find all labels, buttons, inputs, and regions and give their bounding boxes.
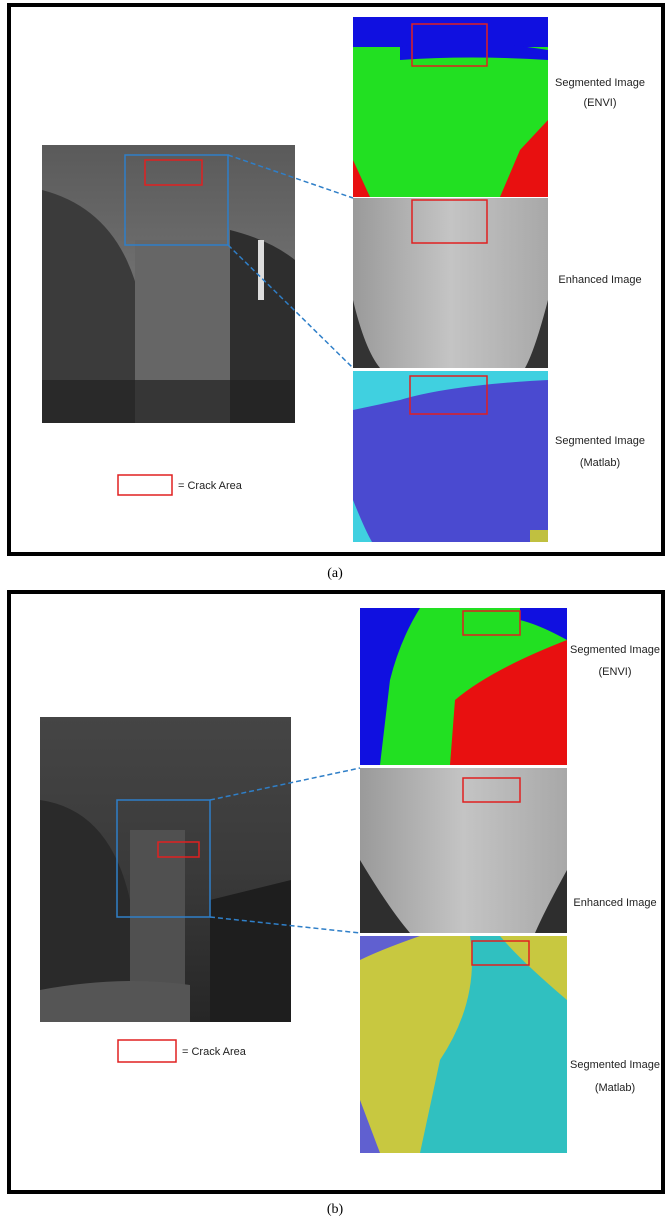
- legend-box: [117, 1039, 177, 1063]
- photo: [42, 145, 295, 423]
- image-label: Enhanced Image: [573, 897, 656, 909]
- image-label: (Matlab): [595, 1082, 635, 1094]
- image-label: (Matlab): [580, 457, 620, 469]
- crack-box: [411, 23, 488, 67]
- image-label: Segmented Image: [555, 435, 645, 447]
- caption: (a): [327, 566, 343, 581]
- crack-box: [411, 199, 488, 244]
- zoom-line: [209, 916, 361, 934]
- segmented-envi: [360, 608, 567, 765]
- crack-box: [409, 375, 488, 415]
- image-label: Enhanced Image: [558, 274, 641, 286]
- panel-b: Segmented Image (ENVI) Enhanced Image Se…: [7, 590, 665, 1194]
- crack-box: [462, 777, 521, 803]
- zoom-line: [227, 244, 354, 369]
- segmented-envi: [353, 17, 548, 197]
- crack-box: [462, 610, 521, 636]
- panel-border: [7, 3, 665, 556]
- image-label: Segmented Image: [555, 77, 645, 89]
- crack-box: [157, 841, 200, 858]
- legend-box: [117, 474, 173, 496]
- zoom-line: [227, 154, 354, 199]
- image-label: Segmented Image: [570, 1059, 660, 1071]
- legend-text: = Crack Area: [182, 1046, 247, 1058]
- panel-a: Segmented Image (ENVI) Enhanced Image Se…: [7, 3, 665, 556]
- crack-box: [471, 940, 530, 966]
- segmented-matlab: [360, 936, 567, 1153]
- image-label: (ENVI): [599, 666, 632, 678]
- caption: (b): [327, 1202, 344, 1217]
- panel-border: [7, 590, 665, 1194]
- segmented-matlab: [353, 371, 548, 542]
- enhanced: [353, 198, 548, 368]
- image-label: (ENVI): [584, 97, 617, 109]
- photo: [40, 717, 291, 1022]
- zoom-line: [209, 767, 361, 801]
- legend-text: = Crack Area: [178, 480, 243, 492]
- image-label: Segmented Image: [570, 644, 660, 656]
- zoom-box: [116, 799, 211, 918]
- zoom-box: [124, 154, 229, 246]
- crack-box: [144, 159, 203, 186]
